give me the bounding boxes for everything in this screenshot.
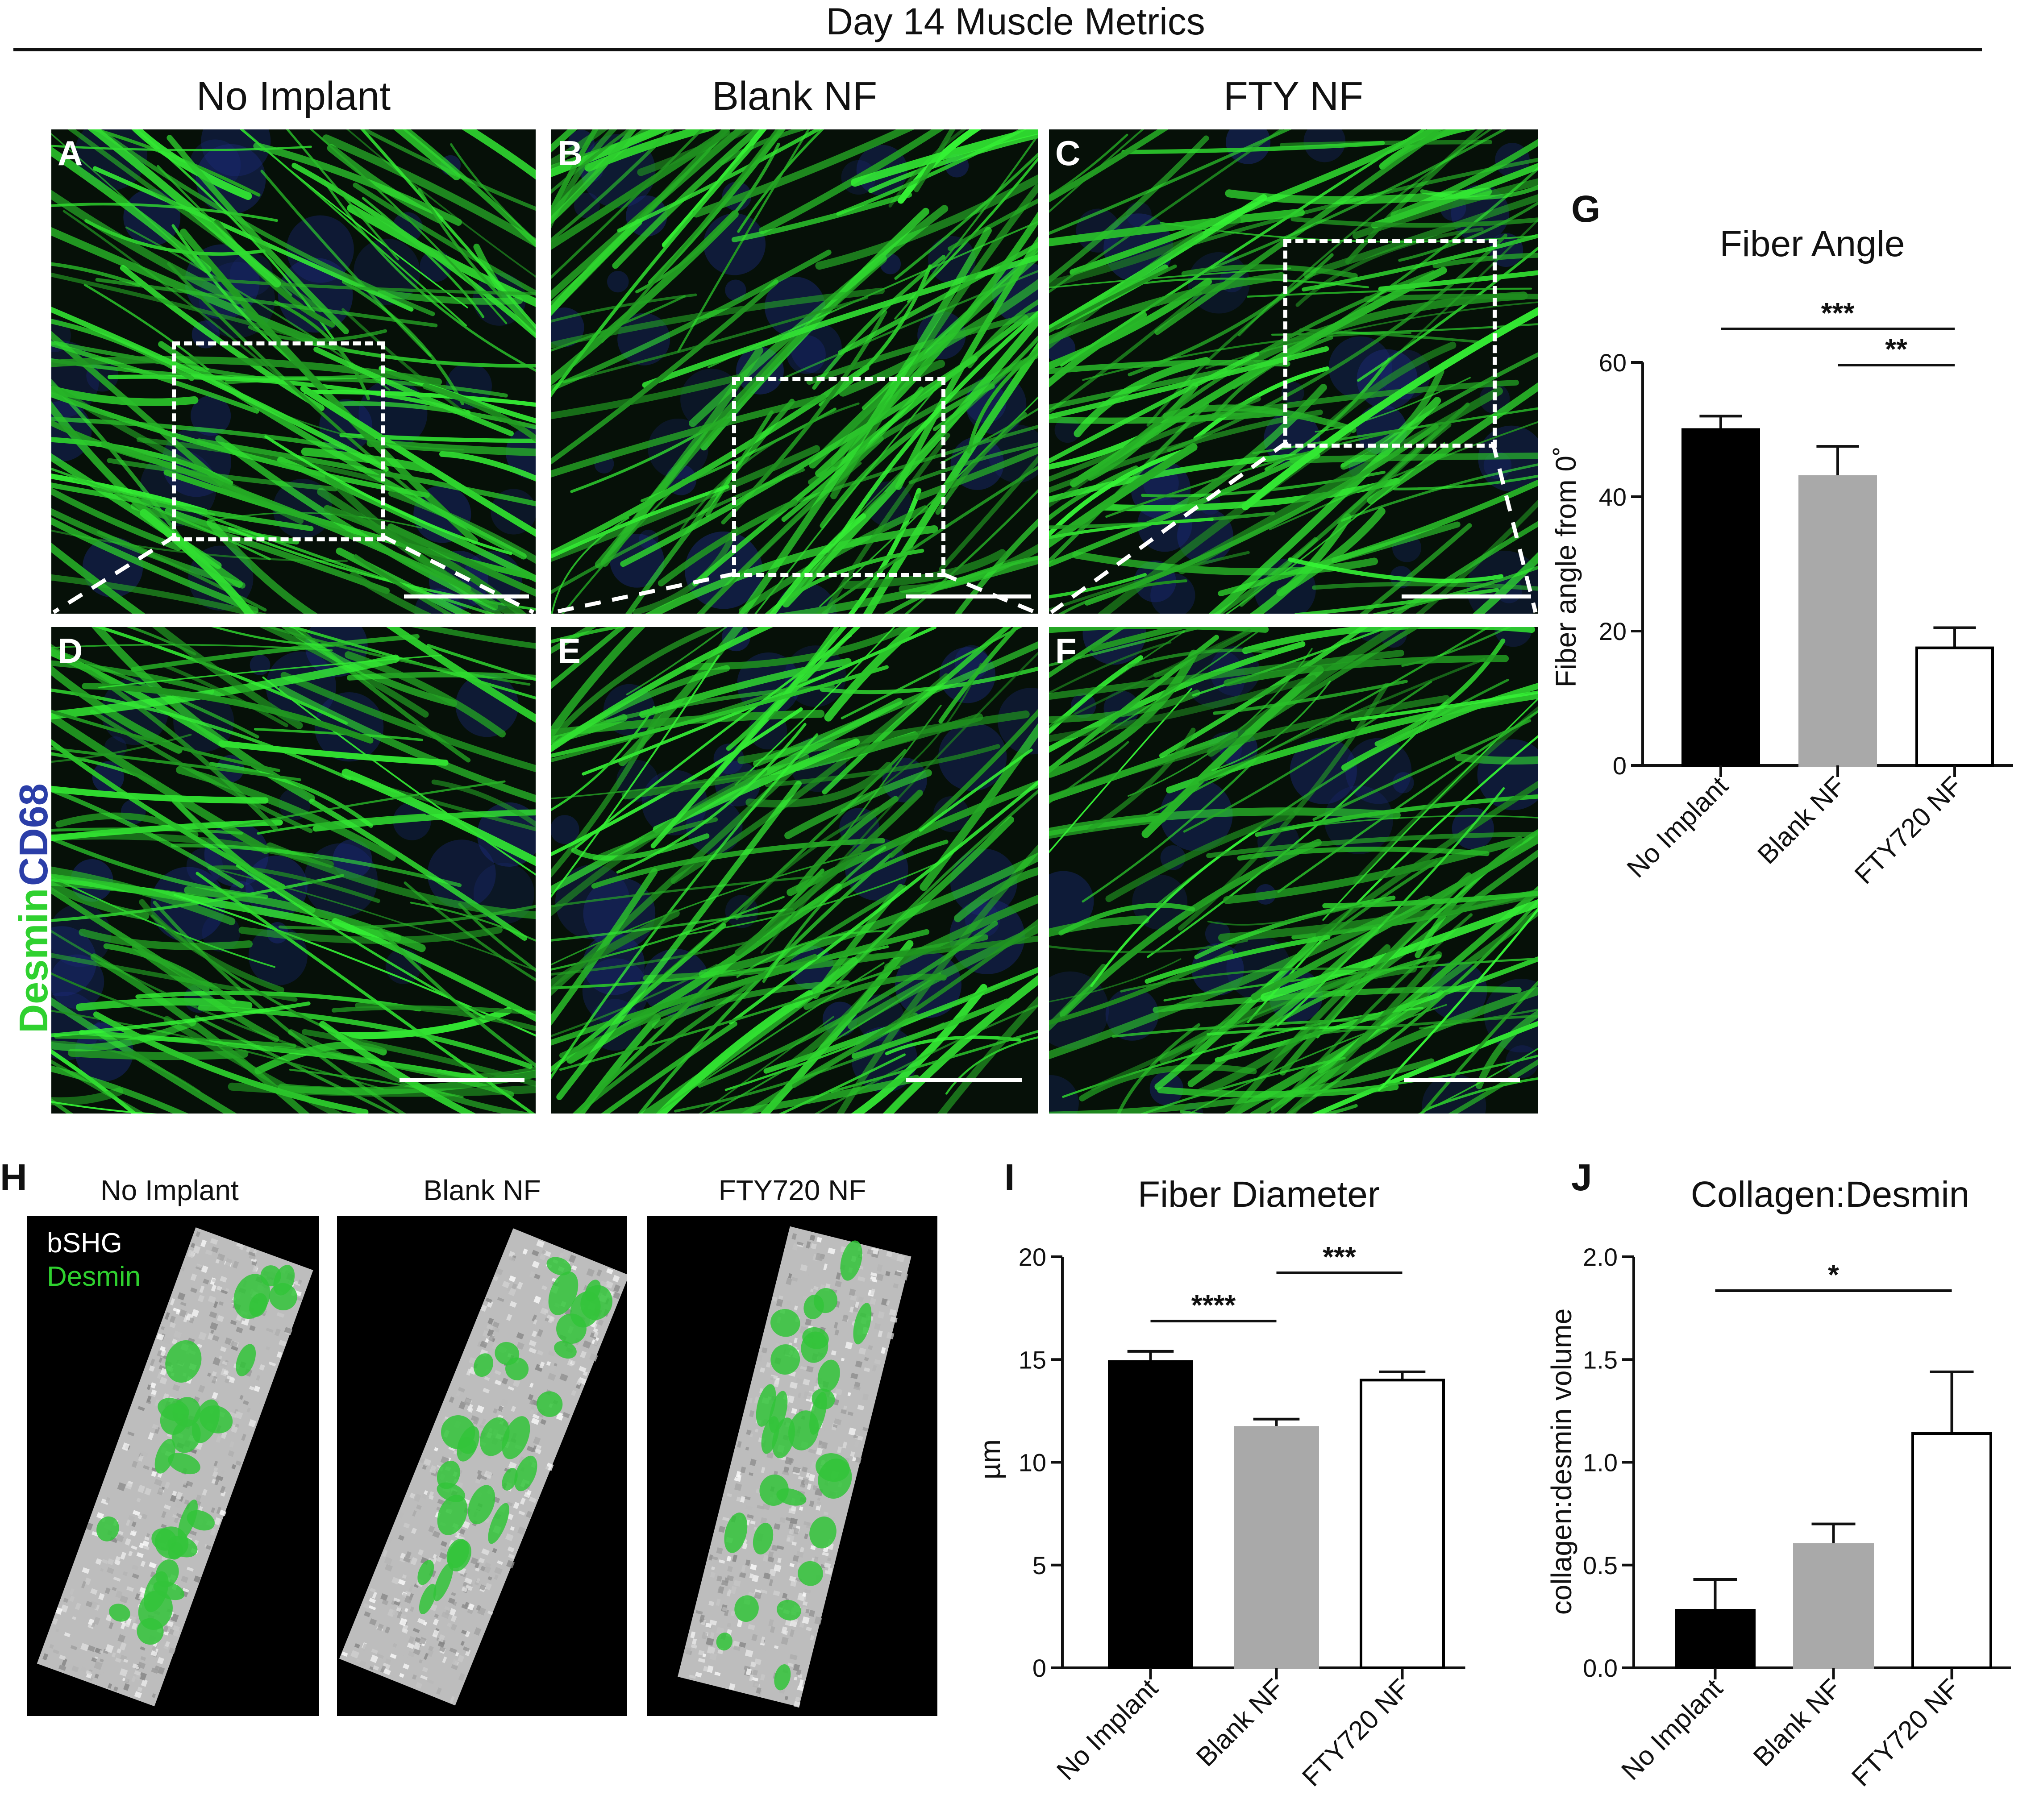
micrograph-e-image [551, 627, 1038, 1114]
inset-box-b [732, 377, 945, 577]
bar [1915, 646, 1994, 767]
y-tick-label: 5 [1032, 1551, 1046, 1579]
x-tick-label: No Implant [1615, 1673, 1728, 1786]
x-tick-label: No Implant [1051, 1673, 1164, 1786]
volume-panel-no-implant: bSHG Desmin [27, 1216, 319, 1716]
significance-stars: *** [1821, 297, 1855, 329]
micrograph-f-image [1049, 627, 1538, 1114]
chart-j-title: Collagen:Desmin [1690, 1174, 1970, 1215]
chart-i-title: Fiber Diameter [1137, 1174, 1380, 1215]
y-axis-label: Fiber angle from 0˚ [1550, 446, 1582, 688]
h-legend-bshg: bSHG [47, 1228, 122, 1259]
significance-stars: *** [1323, 1241, 1356, 1273]
panel-letter-c: C [1055, 133, 1081, 173]
volume-panel-blank-nf [337, 1216, 627, 1716]
stain-label-green: Desmin [12, 888, 56, 1033]
bar [1793, 1543, 1874, 1669]
micrograph-panel-d: D [51, 627, 536, 1114]
x-tick-label: FTY720 NF [1846, 1673, 1965, 1792]
bar [1798, 475, 1877, 767]
chart-g-title: Fiber Angle [1719, 224, 1905, 264]
micrograph-a-image [51, 129, 536, 614]
panel-letter-j: J [1571, 1156, 1592, 1198]
y-tick-label: 20 [1599, 617, 1627, 645]
panel-letter-h: H [0, 1156, 27, 1198]
micrograph-panel-c: C [1049, 129, 1538, 614]
chart-fiber-diameter: 0 5 10 15 20 No Implant Blank NF FTY720 NF µm ***… [974, 1241, 1465, 1792]
bar [1108, 1360, 1193, 1670]
title-rule [13, 48, 1982, 51]
panel-letter-a: A [58, 133, 83, 173]
inset-box-a [172, 341, 385, 541]
significance-stars: ** [1885, 333, 1907, 365]
y-axis-label: collagen:desmin volume [1545, 1309, 1577, 1615]
scale-bar-d [400, 1078, 524, 1082]
micrograph-d-image [51, 627, 536, 1114]
x-tick-label: No Implant [1621, 771, 1734, 884]
x-tick-label: Blank NF [1190, 1673, 1290, 1772]
micrograph-panel-e: E [551, 627, 1038, 1114]
column-label-no-implant: No Implant [196, 74, 391, 119]
bar [1681, 428, 1760, 767]
y-tick-label: 1.5 [1583, 1346, 1618, 1374]
scale-bar-c [1402, 594, 1531, 598]
bar [1911, 1432, 1992, 1669]
x-tick-label: Blank NF [1748, 1673, 1847, 1772]
x-tick-label: Blank NF [1752, 771, 1851, 870]
micrograph-panel-b: B [551, 129, 1038, 614]
y-tick-label: 2.0 [1583, 1243, 1618, 1271]
y-tick-label: 0 [1613, 752, 1627, 780]
h-label-no-implant: No Implant [100, 1174, 239, 1206]
scale-bar-e [906, 1078, 1022, 1082]
micrograph-c-image [1049, 129, 1538, 614]
h-label-blank-nf: Blank NF [423, 1174, 541, 1206]
volume-blank-nf-image [339, 1228, 627, 1706]
inset-box-c [1283, 239, 1497, 448]
panel-letter-i: I [1004, 1156, 1015, 1198]
chart-collagen-desmin: 0.0 0.5 1.0 1.5 2.0 No Implant Blank NFFTY720 … [1545, 1243, 2011, 1792]
stain-label-blue: CD68 [12, 783, 56, 886]
micrograph-panel-a: A [51, 129, 536, 614]
volume-panel-fty720-nf [647, 1216, 937, 1716]
x-tick-label: FTY720 NF [1849, 771, 1968, 890]
volume-no-implant-image [37, 1227, 313, 1707]
bar [1675, 1609, 1756, 1669]
panel-letter-e: E [558, 631, 581, 670]
volume-fty720-nf-image [678, 1226, 911, 1708]
scale-bar-b [906, 594, 1031, 598]
h-legend-desmin: Desmin [47, 1261, 141, 1292]
column-label-fty-nf: FTY NF [1223, 74, 1364, 119]
y-tick-label: 40 [1599, 483, 1627, 511]
y-tick-label: 0.5 [1583, 1551, 1618, 1579]
significance-stars: * [1828, 1259, 1839, 1291]
y-tick-label: 10 [1019, 1449, 1046, 1477]
figure-title: Day 14 Muscle Metrics [826, 0, 1205, 42]
panel-letter-f: F [1055, 631, 1077, 670]
y-tick-label: 1.0 [1583, 1449, 1618, 1477]
y-tick-label: 15 [1019, 1346, 1046, 1374]
x-tick-label: FTY720 NF [1296, 1673, 1415, 1792]
y-tick-label: 0 [1032, 1654, 1046, 1682]
y-tick-label: 20 [1019, 1243, 1046, 1271]
significance-stars: **** [1191, 1289, 1236, 1321]
panel-letter-b: B [558, 133, 583, 173]
y-tick-label: 0.0 [1583, 1654, 1618, 1682]
y-axis-label: µm [974, 1439, 1006, 1479]
bar [1360, 1379, 1445, 1669]
y-tick-label: 60 [1599, 349, 1627, 377]
bar [1234, 1426, 1319, 1669]
micrograph-panel-f: F [1049, 627, 1538, 1114]
column-label-blank-nf: Blank NF [712, 74, 878, 119]
panel-letter-g: G [1571, 188, 1601, 230]
panel-letter-d: D [58, 631, 83, 670]
scale-bar-f [1404, 1078, 1520, 1082]
scale-bar-a [404, 594, 529, 598]
h-label-fty720-nf: FTY720 NF [718, 1174, 866, 1206]
